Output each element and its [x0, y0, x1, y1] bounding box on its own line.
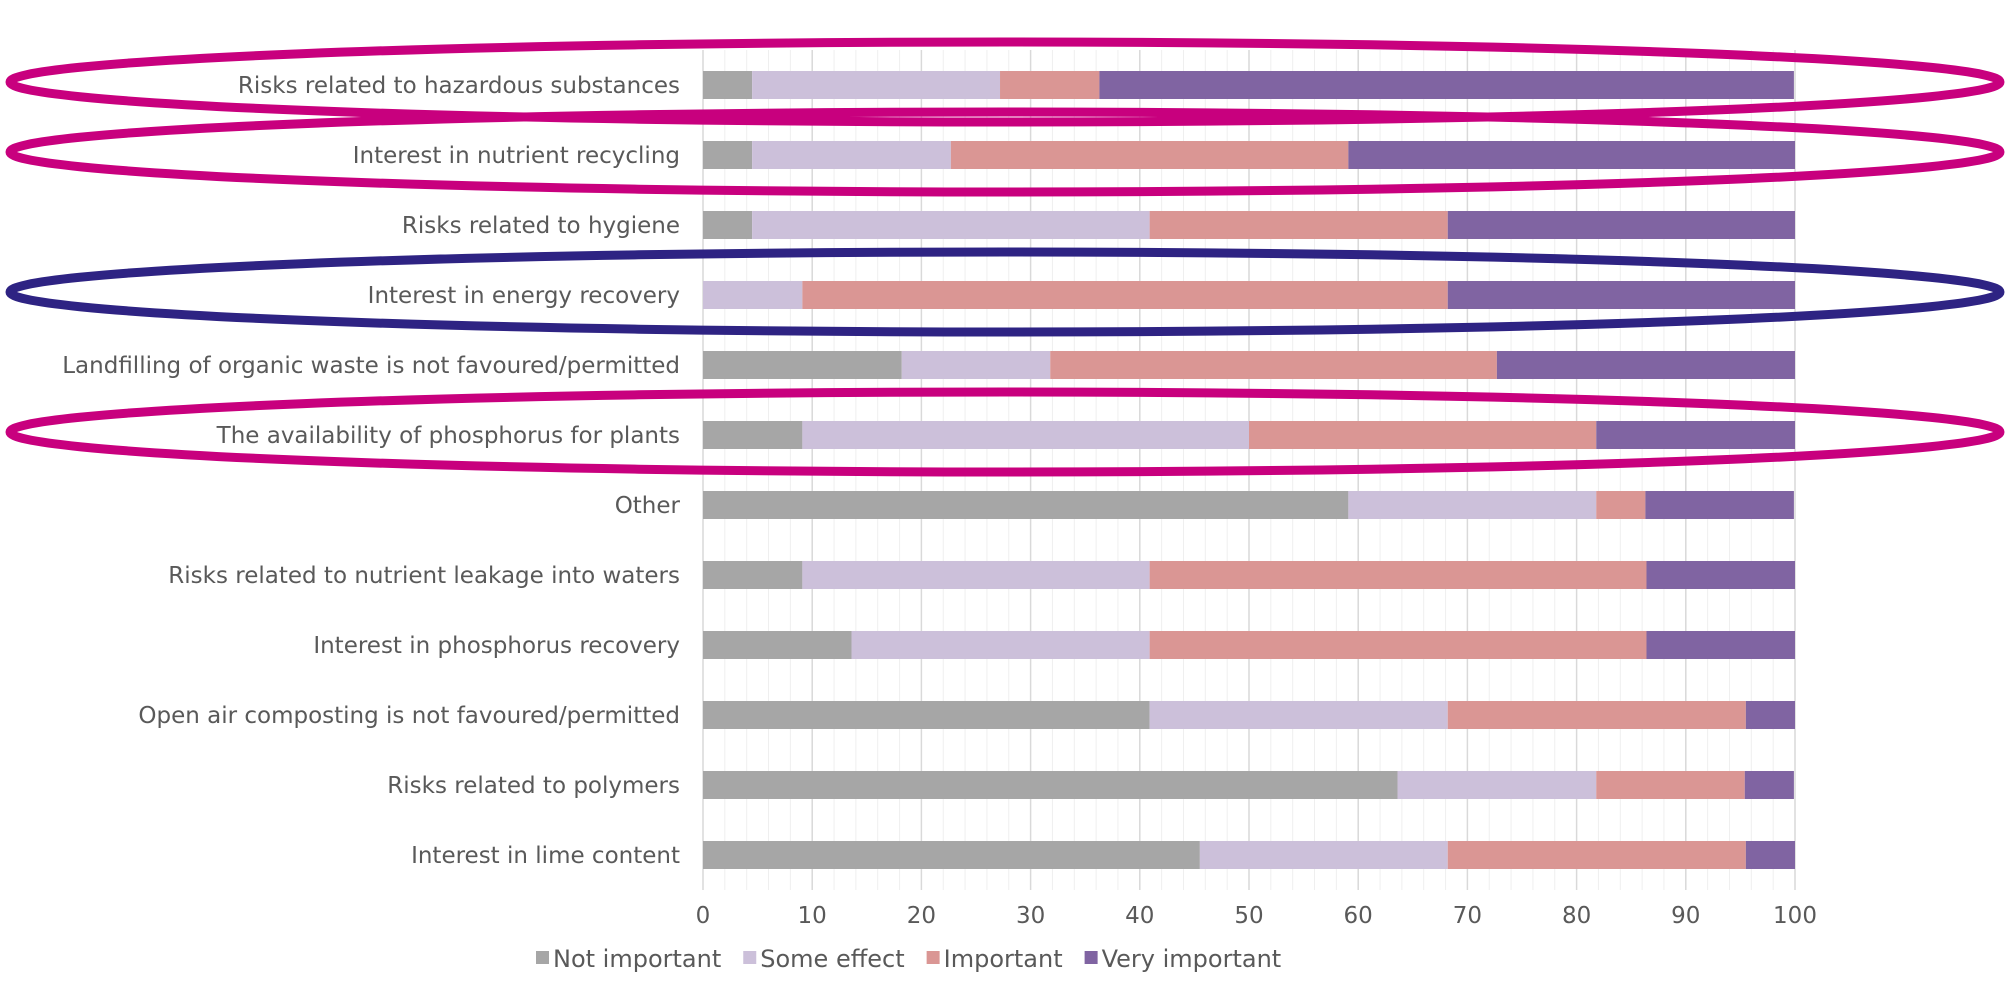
bar-segment-very-important — [1496, 351, 1795, 379]
x-tick-label: 10 — [798, 903, 827, 929]
x-tick-label: 40 — [1125, 903, 1154, 929]
x-tick-label: 60 — [1344, 903, 1373, 929]
category-label: Landfilling of organic waste is not favo… — [62, 353, 680, 379]
bar-segment-important — [1000, 71, 1100, 99]
x-tick-label: 30 — [1016, 903, 1045, 929]
legend: Not important Some effect Important Very im… — [536, 945, 1281, 973]
bar-segment-not-important — [703, 141, 753, 169]
category-label: Interest in lime content — [411, 843, 680, 869]
bar-segment-not-important — [703, 71, 753, 99]
bar-segment-important — [1149, 561, 1647, 589]
bar-segment-important — [1050, 351, 1497, 379]
bar-segment-not-important — [703, 211, 753, 239]
category-label: Interest in phosphorus recovery — [313, 633, 680, 659]
legend-label: Important — [944, 945, 1063, 973]
category-label: The availability of phosphorus for plant… — [216, 423, 680, 449]
bar-segment-not-important — [703, 701, 1150, 729]
bar-segment-some-effect — [1149, 701, 1448, 729]
highlight-ellipses — [5, 37, 2005, 477]
x-tick-label: 0 — [696, 903, 711, 929]
bar-segment-some-effect — [752, 211, 1150, 239]
x-tick-label: 20 — [907, 903, 936, 929]
category-label: Risks related to hazardous substances — [238, 73, 680, 99]
bar-segment-some-effect — [752, 71, 1001, 99]
highlight-ellipse — [5, 107, 2005, 197]
bar-segment-some-effect — [1397, 771, 1597, 799]
bar-segment-very-important — [1596, 421, 1795, 449]
bar-segment-some-effect — [851, 631, 1150, 659]
bar-segment-not-important — [703, 421, 803, 449]
x-tick-label: 70 — [1453, 903, 1482, 929]
legend-label: Not important — [553, 945, 721, 973]
highlight-ellipse — [5, 387, 2005, 477]
bar-segment-some-effect — [703, 281, 803, 309]
category-labels: Risks related to hazardous substances Int… — [62, 73, 680, 869]
bar-segment-very-important — [1646, 561, 1795, 589]
x-tick-label: 80 — [1562, 903, 1591, 929]
bar-segment-some-effect — [1348, 491, 1597, 519]
category-label: Interest in energy recovery — [368, 283, 680, 309]
highlight-ellipse — [5, 247, 2005, 337]
bar-segment-some-effect — [802, 561, 1150, 589]
bar-segment-not-important — [703, 841, 1200, 869]
bar-segment-some-effect — [901, 351, 1051, 379]
legend-label: Very important — [1102, 945, 1282, 973]
bar-segment-not-important — [703, 631, 852, 659]
bar-segment-not-important — [703, 491, 1349, 519]
bar-segment-very-important — [1099, 71, 1794, 99]
category-label: Risks related to nutrient leakage into w… — [168, 563, 680, 589]
bar-segment-important — [950, 141, 1349, 169]
legend-swatch — [926, 951, 940, 964]
category-label: Risks related to hygiene — [402, 213, 680, 239]
bar-segment-very-important — [1744, 771, 1794, 799]
legend-label: Some effect — [760, 945, 904, 973]
bar-segment-some-effect — [802, 421, 1249, 449]
x-tick-label: 90 — [1671, 903, 1700, 929]
bar-segment-important — [1447, 841, 1746, 869]
x-tick-label: 50 — [1234, 903, 1263, 929]
bar-segment-very-important — [1646, 631, 1795, 659]
legend-swatch — [536, 951, 549, 964]
bar-segment-very-important — [1447, 211, 1795, 239]
bar-segment-very-important — [1645, 491, 1794, 519]
bar-segment-very-important — [1447, 281, 1795, 309]
bar-segment-important — [1596, 491, 1646, 519]
bar-segment-very-important — [1745, 841, 1795, 869]
bar-segment-very-important — [1348, 141, 1795, 169]
bar-segment-important — [1447, 701, 1746, 729]
bar-segment-important — [1249, 421, 1597, 449]
x-axis-tick-labels: 0 10 20 30 40 50 60 70 80 90 100 — [696, 903, 1817, 929]
category-label: Other — [615, 493, 681, 519]
bar-segment-not-important — [703, 561, 803, 589]
bar-segment-not-important — [703, 351, 902, 379]
category-label: Open air composting is not favoured/perm… — [138, 703, 680, 729]
bar-segment-very-important — [1745, 701, 1795, 729]
category-label: Interest in nutrient recycling — [353, 143, 680, 169]
highlight-ellipse — [5, 37, 2005, 127]
category-label: Risks related to polymers — [387, 773, 680, 799]
bar-segment-some-effect — [1199, 841, 1448, 869]
bar-segment-important — [1596, 771, 1745, 799]
bar-segment-not-important — [703, 771, 1398, 799]
bars — [703, 71, 1795, 869]
bar-segment-important — [802, 281, 1448, 309]
legend-swatch — [743, 951, 757, 964]
bar-segment-important — [1149, 211, 1448, 239]
legend-swatch — [1084, 951, 1098, 964]
x-tick-label: 100 — [1773, 903, 1817, 929]
bar-segment-some-effect — [752, 141, 951, 169]
bar-segment-important — [1149, 631, 1647, 659]
